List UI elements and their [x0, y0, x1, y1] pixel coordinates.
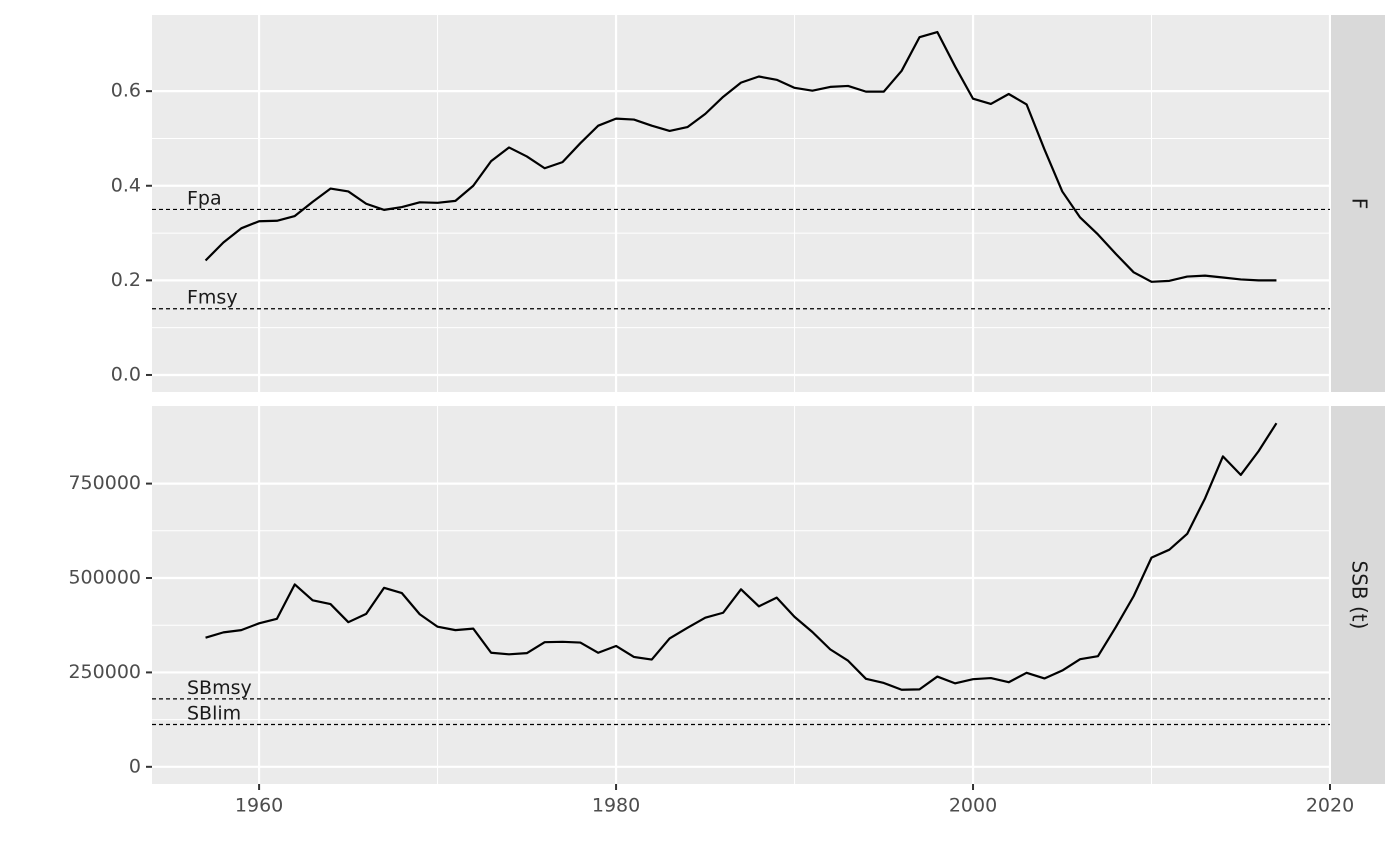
reference-label: Fmsy: [187, 287, 238, 309]
y-tick-label: 0.6: [111, 80, 141, 102]
y-tick-label: 0.0: [111, 363, 141, 385]
strip-background: [1331, 406, 1385, 784]
reference-label: Fpa: [187, 187, 222, 209]
panel-background: [152, 406, 1330, 784]
data-line: [205, 422, 1278, 691]
reference-label: SBmsy: [187, 677, 252, 699]
x-tick-label: 2020: [1306, 795, 1354, 817]
y-tick-label: 500000: [68, 567, 141, 589]
panel-background: [152, 15, 1330, 392]
strip-background: [1331, 15, 1385, 392]
x-tick-label: 1960: [235, 795, 283, 817]
y-tick-label: 0.2: [111, 269, 141, 291]
strip-label: F: [1348, 198, 1372, 210]
reference-label: SBlim: [187, 703, 241, 725]
x-tick-label: 2000: [949, 795, 997, 817]
y-tick-label: 0: [129, 755, 141, 777]
strip-label: SSB (t): [1348, 561, 1372, 630]
y-tick-label: 250000: [68, 661, 141, 683]
x-tick-label: 1980: [592, 795, 640, 817]
y-tick-label: 750000: [68, 472, 141, 494]
data-line: [204, 30, 1277, 283]
y-tick-label: 0.4: [111, 174, 141, 196]
